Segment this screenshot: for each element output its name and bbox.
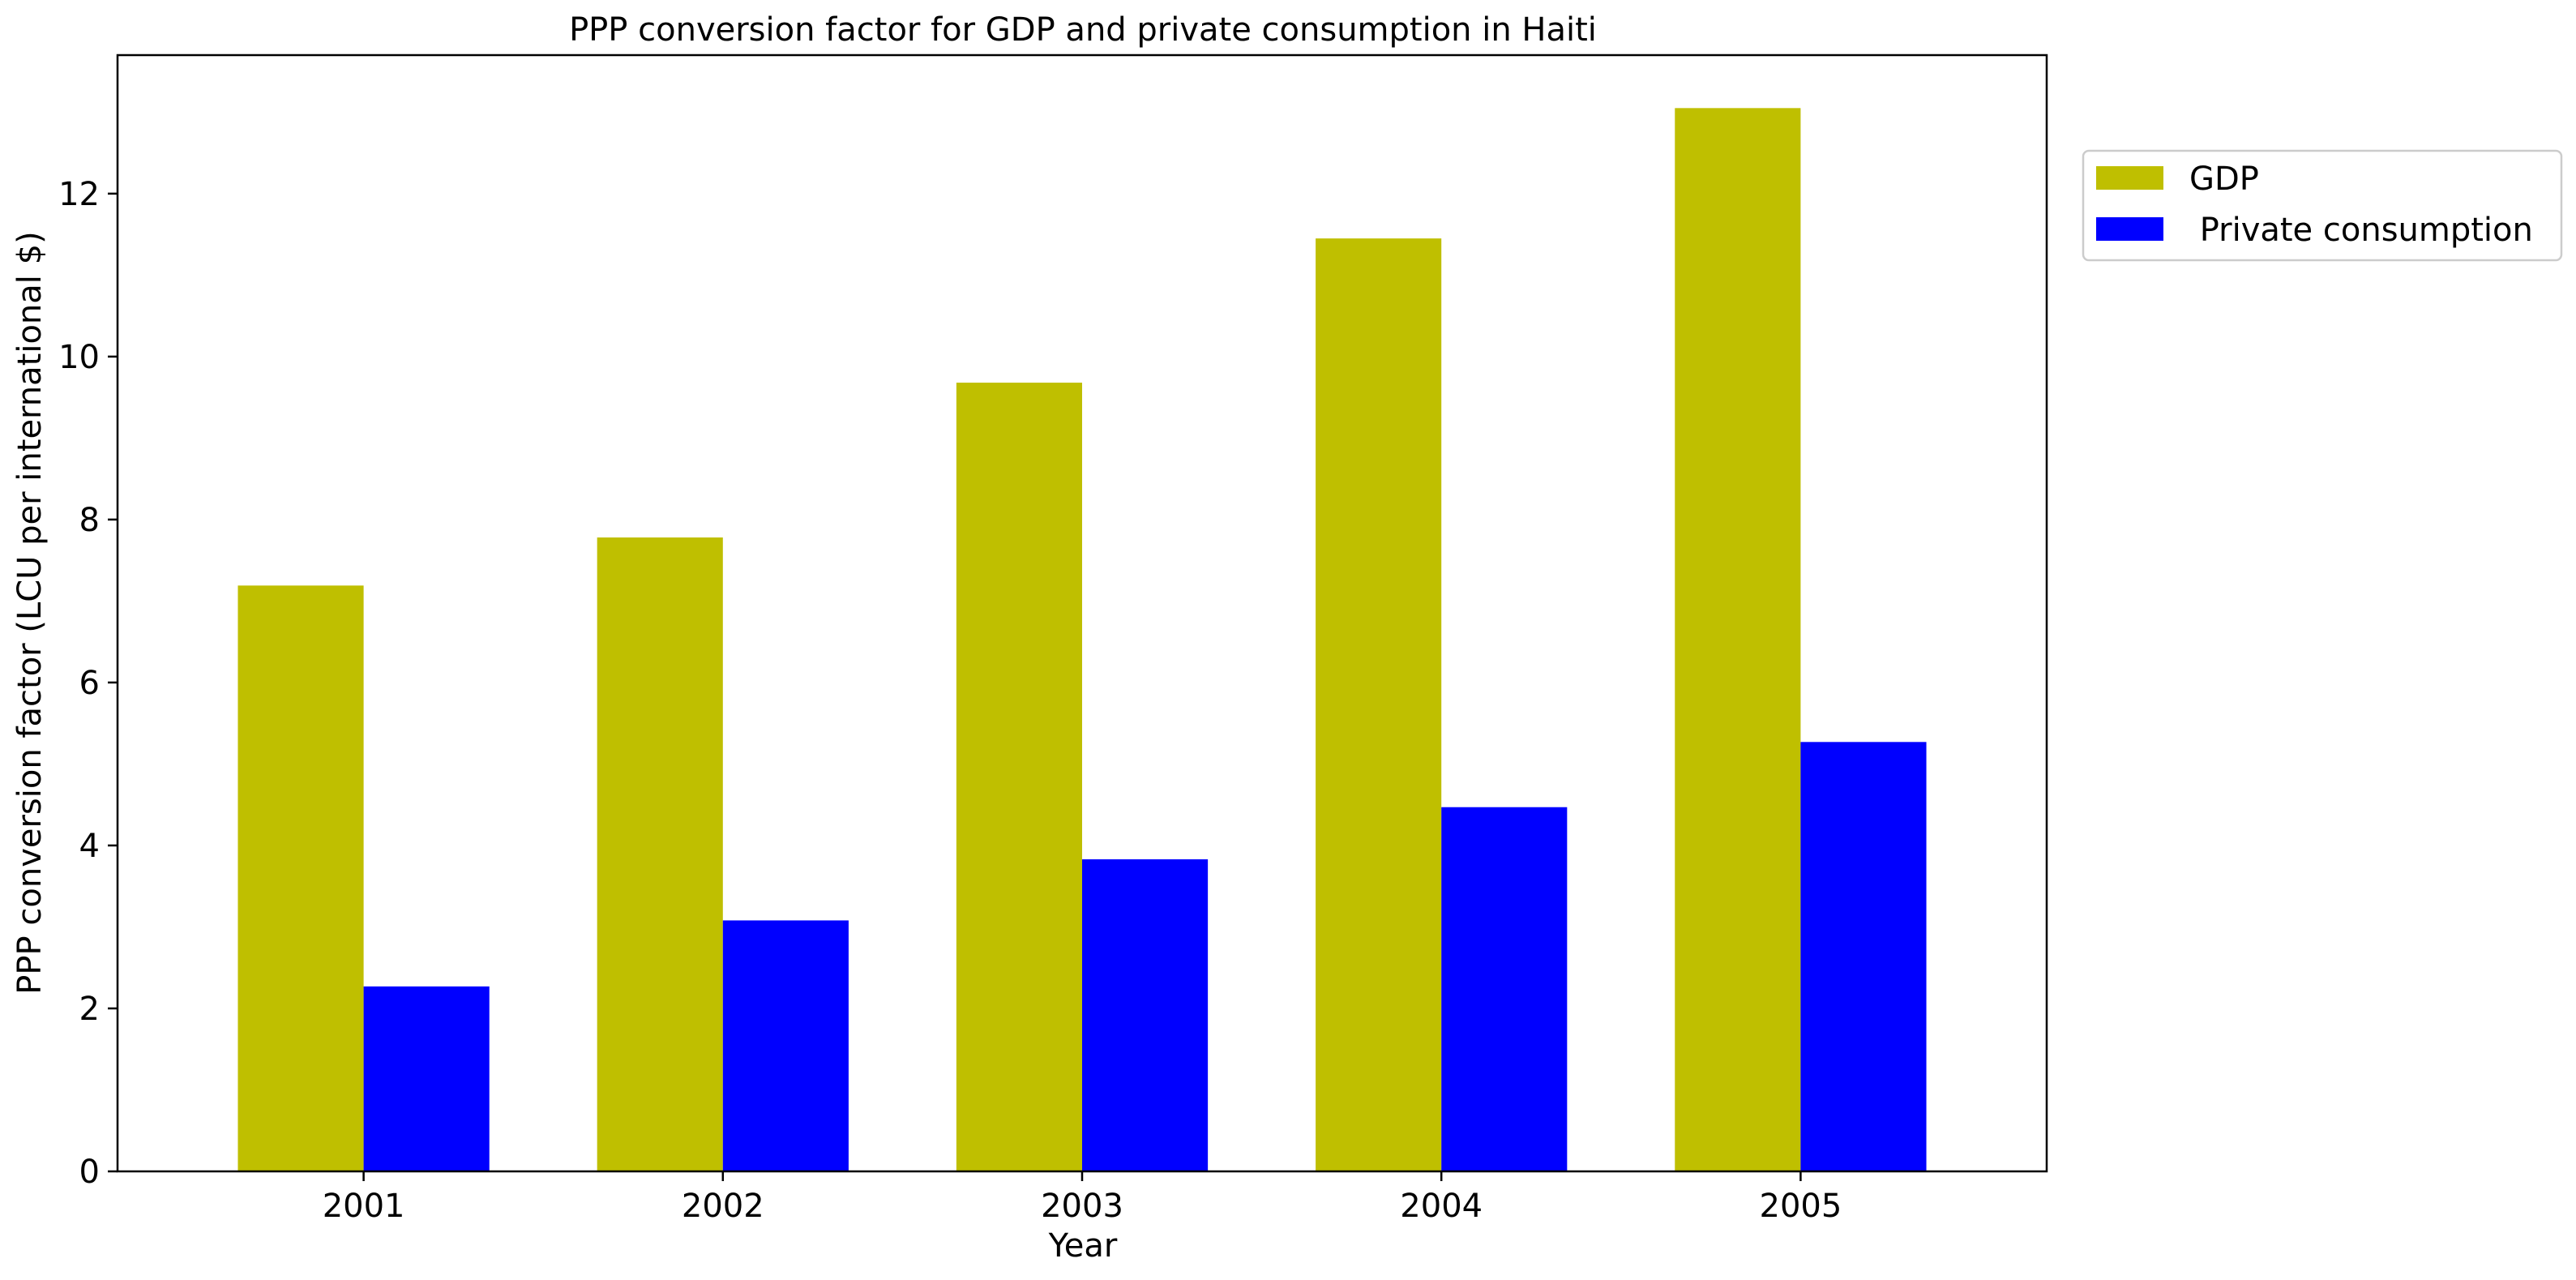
y-axis: 0 2 4 6 8 10 12 [58, 176, 118, 1191]
bar-gdp-2003 [956, 383, 1082, 1171]
y-tick-label: 2 [79, 991, 100, 1028]
legend: GDP Private consumption [2082, 149, 2563, 262]
bar-gdp-2001 [237, 585, 364, 1171]
bars-layer [237, 108, 1927, 1171]
y-tick-label: 8 [79, 502, 100, 539]
x-axis: 2001 2002 2003 2004 2005 [323, 1171, 1842, 1225]
legend-label-private-consumption: Private consumption [2189, 212, 2533, 249]
y-tick-label: 12 [58, 176, 100, 213]
legend-label-gdp: GDP [2189, 161, 2259, 198]
bar-gdp-2002 [597, 537, 723, 1171]
legend-frame [2082, 149, 2563, 262]
x-tick-label: 2004 [1400, 1188, 1483, 1225]
bar-private-consumption-2003 [1082, 859, 1209, 1171]
bar-private-consumption-2002 [722, 920, 849, 1171]
y-tick-label: 10 [58, 339, 100, 376]
x-tick-label: 2001 [323, 1188, 405, 1225]
x-tick-label: 2002 [682, 1188, 764, 1225]
chart-title: PPP conversion factor for GDP and privat… [569, 11, 1597, 49]
legend-swatch-private-consumption [2096, 217, 2163, 241]
bar-gdp-2005 [1675, 108, 1801, 1171]
y-axis-label: PPP conversion factor (LCU per internati… [11, 231, 49, 994]
y-tick-label: 0 [79, 1154, 100, 1191]
bar-gdp-2004 [1316, 238, 1442, 1171]
bar-private-consumption-2004 [1441, 807, 1568, 1171]
y-tick-label: 6 [79, 665, 100, 702]
bar-private-consumption-2005 [1800, 742, 1927, 1171]
x-tick-label: 2005 [1760, 1188, 1842, 1225]
legend-swatch-gdp [2096, 166, 2163, 190]
y-tick-label: 4 [79, 828, 100, 865]
bar-private-consumption-2001 [363, 986, 490, 1171]
x-axis-label: Year [1048, 1227, 1118, 1265]
x-tick-label: 2003 [1041, 1188, 1123, 1225]
